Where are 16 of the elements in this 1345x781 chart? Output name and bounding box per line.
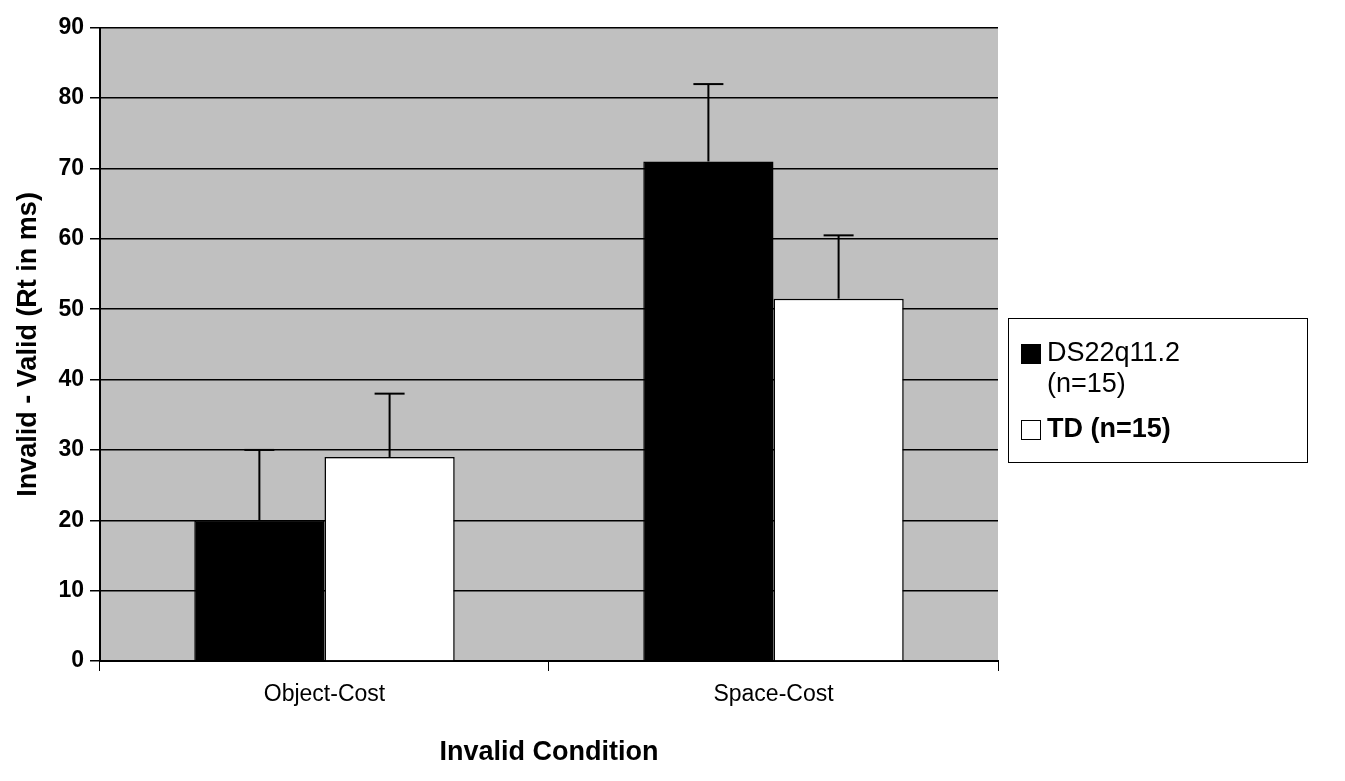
y-tick-label: 80 — [58, 83, 84, 110]
y-tick-label: 20 — [58, 505, 84, 532]
y-tick-label: 90 — [58, 13, 84, 40]
x-tick-label: Object-Cost — [263, 680, 386, 707]
y-tick-label: 0 — [71, 646, 84, 673]
x-axis-title: Invalid Condition — [439, 736, 659, 767]
y-tick-label: 10 — [58, 575, 84, 602]
legend-label: TD (n=15) — [1047, 413, 1172, 444]
y-tick-label: 50 — [58, 294, 84, 321]
y-tick-label: 30 — [58, 435, 84, 462]
x-tick-label: Space-Cost — [713, 680, 835, 707]
y-tick-label: 40 — [58, 364, 84, 391]
y-tick-label: 60 — [58, 224, 84, 251]
y-axis-title: Invalid - Valid (Rt in ms) — [11, 192, 42, 497]
y-tick-label: 70 — [58, 153, 84, 180]
legend-label: DS22q11.2 (n=15) — [1047, 337, 1182, 399]
